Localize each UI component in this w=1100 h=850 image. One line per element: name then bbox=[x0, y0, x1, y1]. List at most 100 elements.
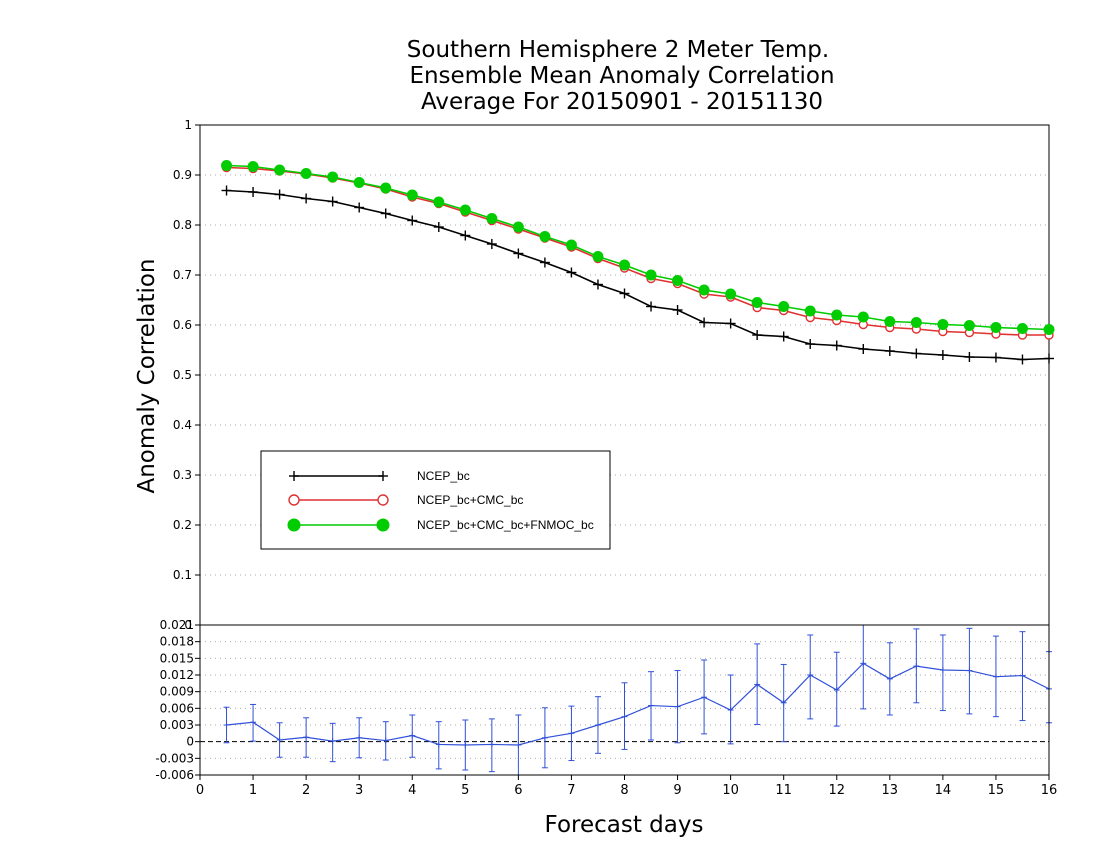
x-tick-label: 13 bbox=[882, 783, 899, 798]
data-point bbox=[539, 231, 551, 242]
x-tick-label: 14 bbox=[935, 783, 952, 798]
data-point bbox=[406, 189, 418, 201]
y-tick-label: 0.1 bbox=[173, 568, 192, 582]
data-point bbox=[568, 730, 575, 737]
difference-series bbox=[223, 625, 1052, 776]
legend-marker bbox=[287, 518, 301, 532]
data-point bbox=[910, 317, 922, 328]
data-point bbox=[276, 737, 283, 743]
data-point bbox=[329, 738, 336, 745]
title-line-2: Ensemble Mean Anomaly Correlation bbox=[409, 63, 834, 89]
data-point bbox=[754, 681, 761, 688]
x-axis: 0 1 2 3 4 5 6 7 8 9 10 11 12 13 14 15 16 bbox=[196, 775, 1057, 798]
y-tick-label: 0.8 bbox=[173, 218, 192, 232]
y-tick-label: -0.003 bbox=[155, 751, 194, 765]
y-tick-label: 0.5 bbox=[173, 368, 192, 382]
data-point bbox=[221, 185, 232, 196]
data-point bbox=[539, 257, 550, 268]
data-point bbox=[778, 301, 790, 312]
data-point bbox=[380, 182, 392, 194]
y-tick-label: 0.6 bbox=[173, 318, 192, 332]
data-point bbox=[884, 346, 895, 356]
data-point bbox=[274, 189, 285, 200]
legend-marker bbox=[288, 494, 300, 506]
y-tick-label: 0.012 bbox=[160, 668, 194, 682]
data-point bbox=[592, 251, 604, 262]
data-point bbox=[1017, 354, 1028, 365]
data-point bbox=[698, 284, 710, 296]
x-tick-label: 7 bbox=[567, 783, 575, 798]
data-point bbox=[778, 331, 789, 342]
data-point bbox=[727, 707, 734, 713]
data-point bbox=[913, 663, 920, 670]
data-point bbox=[725, 318, 736, 329]
data-point bbox=[751, 297, 763, 308]
data-point bbox=[459, 204, 471, 216]
legend: NCEP_bc NCEP_bc+CMC_bc NCEP_bc+CMC_bc+FNMO… bbox=[260, 450, 611, 550]
data-point bbox=[382, 737, 389, 744]
series-NCEP_bc+CMC_bc+FNMOC_bc bbox=[221, 160, 1055, 335]
data-point bbox=[300, 168, 312, 179]
x-tick-label: 6 bbox=[514, 783, 522, 798]
series-NCEP_bc+CMC_bc bbox=[221, 162, 1054, 340]
x-tick-label: 16 bbox=[1041, 783, 1058, 798]
data-point bbox=[354, 202, 365, 213]
title-line-1: Southern Hemisphere 2 Meter Temp. bbox=[407, 37, 829, 63]
data-point bbox=[515, 742, 522, 748]
data-point bbox=[884, 316, 896, 327]
data-point bbox=[435, 741, 442, 748]
data-point bbox=[1019, 672, 1026, 679]
data-point bbox=[462, 742, 469, 748]
data-point bbox=[566, 267, 577, 278]
series-NCEP_bc bbox=[221, 185, 1054, 365]
data-point bbox=[886, 675, 893, 682]
data-point bbox=[937, 350, 948, 360]
data-point bbox=[327, 196, 338, 207]
x-tick-label: 12 bbox=[828, 783, 845, 798]
data-point bbox=[433, 196, 445, 208]
data-point bbox=[648, 702, 655, 709]
y-tick-label: 0 bbox=[184, 618, 192, 632]
data-point bbox=[221, 160, 233, 171]
top-panel: 0.1 0.2 0.3 0.4 0.5 0.6 0.7 0.8 0.9 1 0 bbox=[173, 118, 1055, 632]
legend-entry: NCEP_bc+CMC_bc bbox=[288, 493, 523, 507]
data-point bbox=[1044, 353, 1054, 364]
data-point bbox=[1043, 324, 1055, 335]
x-tick-label: 3 bbox=[355, 783, 363, 798]
data-point bbox=[701, 694, 708, 701]
x-tick-label: 9 bbox=[673, 783, 681, 798]
data-point bbox=[486, 213, 498, 224]
data-point bbox=[857, 311, 869, 323]
data-point bbox=[992, 673, 999, 680]
y-tick-label: 0.018 bbox=[160, 635, 194, 649]
x-tick-label: 11 bbox=[775, 783, 792, 798]
y-axis-label: Anomaly Correlation bbox=[134, 258, 160, 493]
x-tick-label: 10 bbox=[722, 783, 739, 798]
data-point bbox=[380, 208, 391, 219]
difference-line bbox=[226, 662, 1050, 746]
data-point bbox=[274, 164, 286, 176]
data-point bbox=[990, 322, 1002, 333]
x-tick-label: 8 bbox=[620, 783, 628, 798]
data-point bbox=[860, 660, 867, 667]
y-tick-label: -0.006 bbox=[155, 768, 194, 782]
title-line-3: Average For 20150901 - 20151130 bbox=[421, 89, 823, 115]
data-point bbox=[486, 239, 497, 249]
data-point bbox=[433, 222, 444, 232]
data-point bbox=[1016, 323, 1028, 334]
data-point bbox=[248, 187, 259, 197]
y-tick-label: 0.2 bbox=[173, 518, 192, 532]
data-point bbox=[725, 288, 737, 300]
y-tick-label: 0.7 bbox=[173, 268, 192, 282]
x-axis-label: Forecast days bbox=[545, 812, 704, 838]
bottom-panel: -0.006 -0.003 0 0.003 0.006 0.009 0.012 0.015 0.… bbox=[155, 618, 1052, 782]
data-point bbox=[966, 667, 973, 674]
legend-label: NCEP_bc+CMC_bc+FNMOC_bc bbox=[417, 518, 594, 532]
x-tick-label: 0 bbox=[196, 783, 204, 798]
data-point bbox=[858, 344, 869, 354]
x-tick-label: 15 bbox=[988, 783, 1005, 798]
legend-label: NCEP_bc bbox=[417, 469, 470, 483]
data-point bbox=[592, 279, 603, 290]
series-line bbox=[226, 166, 1049, 336]
